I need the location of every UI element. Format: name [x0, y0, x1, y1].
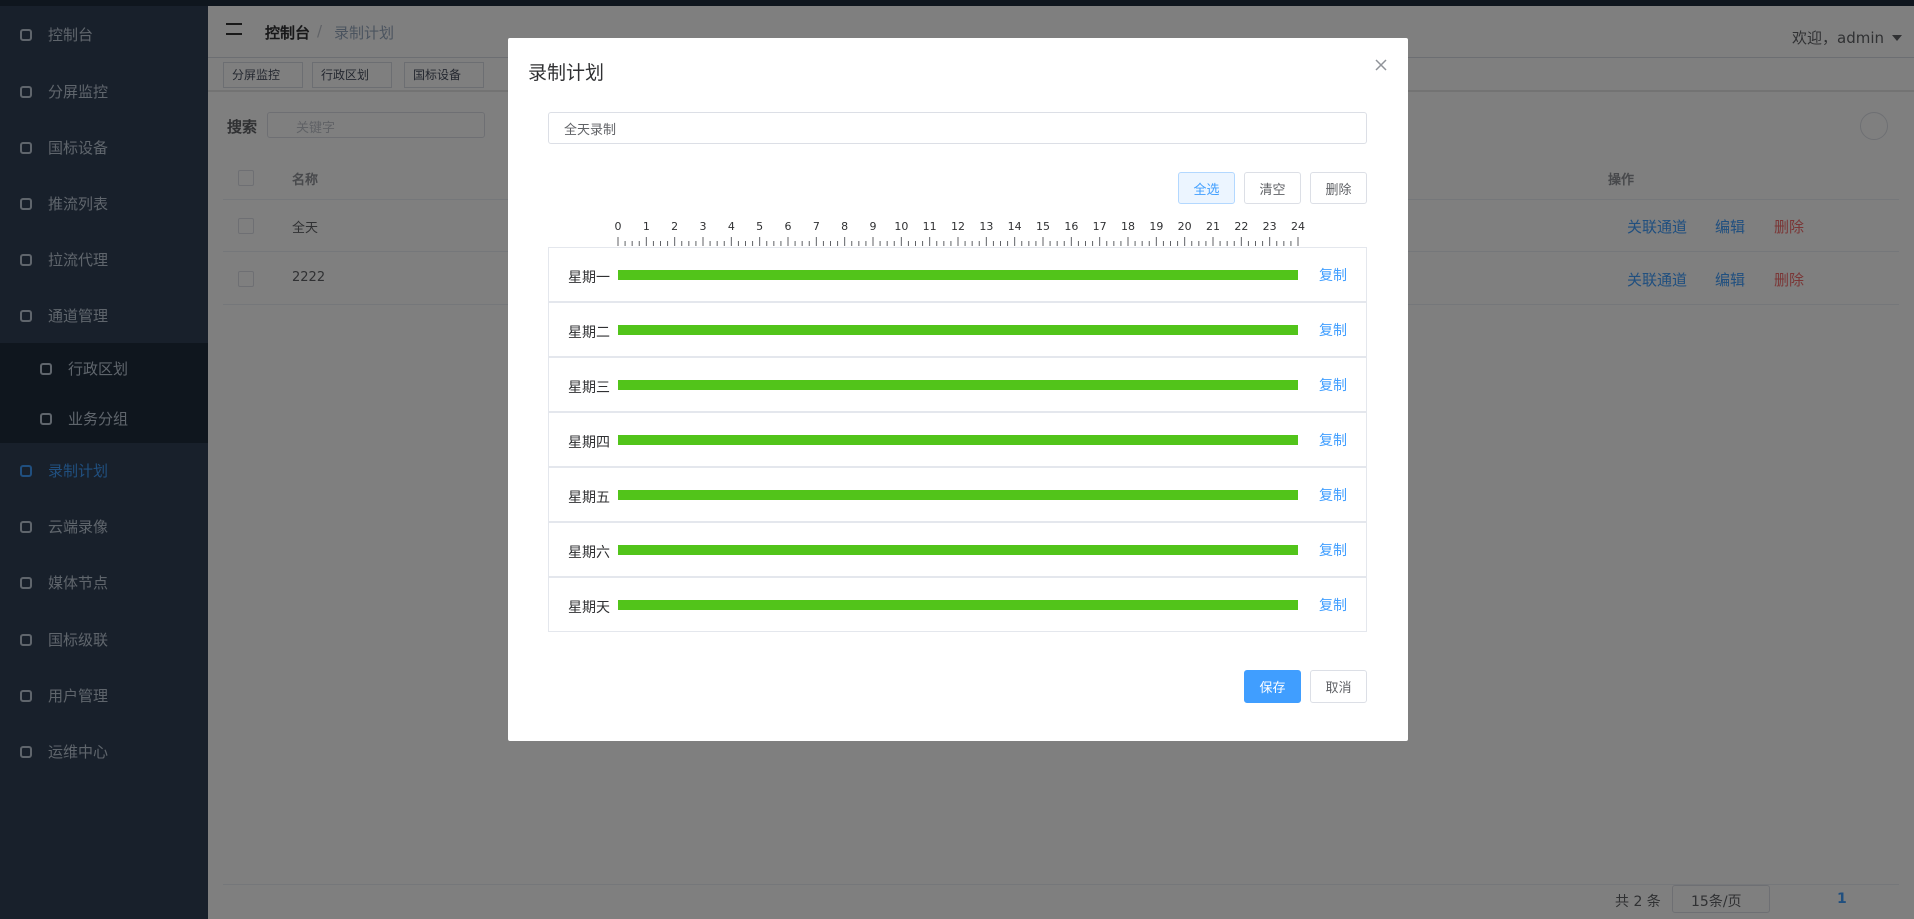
modal: 录制计划 全天录制 全选 清空 删除 星期一 复制 星期二 复制 星期三 复制 星期四 复制 星期五 复制星… [508, 38, 1408, 741]
tick-label: 10 [894, 220, 908, 233]
day-row [548, 302, 1367, 357]
copy-link[interactable]: 复制 [1319, 598, 1347, 614]
footer-button[interactable]: 取消 [1310, 670, 1367, 703]
day-label: 星期四 [568, 435, 610, 451]
tick-label: 3 [700, 220, 707, 233]
toolbar-button[interactable]: 清空 [1244, 172, 1301, 204]
tick-label: 18 [1121, 220, 1135, 233]
day-row [548, 577, 1367, 632]
day-label: 星期二 [568, 325, 610, 341]
copy-link[interactable]: 复制 [1319, 268, 1347, 284]
close-x [1375, 59, 1387, 71]
copy-link[interactable]: 复制 [1319, 323, 1347, 339]
record-bar [618, 380, 1298, 390]
tick-label: 11 [923, 220, 937, 233]
copy-link[interactable]: 复制 [1319, 488, 1347, 504]
record-bar [618, 435, 1298, 445]
tick-label: 22 [1234, 220, 1248, 233]
record-bar [618, 600, 1298, 610]
tick-label: 6 [785, 220, 792, 233]
toolbar-button[interactable]: 删除 [1310, 172, 1367, 204]
day-label: 星期三 [568, 380, 610, 396]
record-bar [618, 270, 1298, 280]
name-value: 全天录制 [564, 123, 617, 138]
day-label: 星期六 [568, 545, 610, 561]
close-button [1375, 59, 1387, 71]
tick-label: 23 [1263, 220, 1277, 233]
day-label: 星期五 [568, 490, 610, 506]
copy-link[interactable]: 复制 [1319, 378, 1347, 394]
day-row [548, 357, 1367, 412]
record-bar [618, 490, 1298, 500]
tick-label: 16 [1064, 220, 1078, 233]
day-row [548, 412, 1367, 467]
tick-label: 13 [979, 220, 993, 233]
record-bar [618, 325, 1298, 335]
footer-button[interactable]: 保存 [1244, 670, 1301, 703]
tick-label: 9 [870, 220, 877, 233]
tick-label: 12 [951, 220, 965, 233]
modal-title: 录制计划 [528, 62, 605, 84]
tick-label: 20 [1178, 220, 1192, 233]
copy-link[interactable]: 复制 [1319, 433, 1347, 449]
tick-label: 17 [1093, 220, 1107, 233]
tick-label: 5 [756, 220, 763, 233]
tick-label: 14 [1008, 220, 1022, 233]
tick-label: 4 [728, 220, 735, 233]
day-label: 星期一 [568, 270, 610, 286]
day-row [548, 467, 1367, 522]
record-bar [618, 545, 1298, 555]
tick-label: 0 [615, 220, 622, 233]
tick-label: 8 [841, 220, 848, 233]
tick-label: 24 [1291, 220, 1305, 233]
tick-label: 1 [643, 220, 650, 233]
tick-label: 15 [1036, 220, 1050, 233]
day-row [548, 522, 1367, 577]
day-label: 星期天 [568, 600, 610, 616]
day-row [548, 247, 1367, 302]
name-input[interactable]: 全天录制 [548, 112, 1367, 144]
tick-label: 19 [1149, 220, 1163, 233]
timeline: 0 1 2 3 4 5 6 7 8 9 10 11 12 13 14 15 16 17 18 19 20 21 22 23 24 [615, 59, 1387, 610]
tick-label: 21 [1206, 220, 1220, 233]
tick-label: 2 [671, 220, 678, 233]
tick-label: 7 [813, 220, 820, 233]
toolbar-button[interactable]: 全选 [1178, 172, 1235, 204]
copy-link[interactable]: 复制 [1319, 543, 1347, 559]
